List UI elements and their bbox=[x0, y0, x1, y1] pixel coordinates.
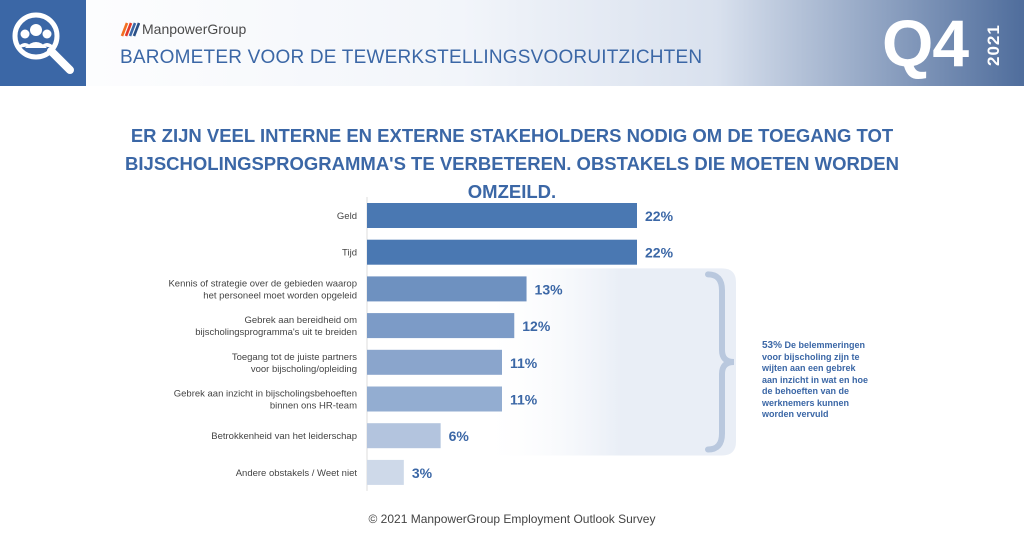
group-brace bbox=[705, 271, 735, 453]
bar-value-label: 3% bbox=[412, 465, 433, 481]
bar bbox=[367, 203, 637, 228]
category-label: Kennis of strategie over de gebieden waa… bbox=[168, 278, 357, 301]
bar bbox=[367, 239, 637, 265]
bar bbox=[367, 423, 441, 449]
group-highlight-band bbox=[480, 268, 736, 456]
bar-value-label: 6% bbox=[449, 428, 470, 444]
category-label: Toegang tot de juiste partners voor bijsc… bbox=[232, 352, 357, 375]
quarter-label: Q4 bbox=[882, 6, 969, 80]
category-label: Betrokkenheid van het leiderschap bbox=[211, 431, 357, 442]
callout-text: 53% De belemmeringen voor bijscholing zi… bbox=[762, 340, 872, 421]
category-label: Andere obstakels / Weet niet bbox=[236, 468, 358, 479]
bar-value-label: 11% bbox=[510, 392, 538, 408]
chart-headline: ER ZIJN VEEL INTERNE EN EXTERNE STAKEHOL… bbox=[125, 125, 899, 202]
category-label: Gebrek aan bereidheid om bijscholingsprog… bbox=[195, 315, 357, 338]
bar-value-label: 11% bbox=[510, 355, 538, 371]
callout-description: De belemmeringen voor bijscholing zijn t… bbox=[762, 340, 869, 419]
header-banner: ManpowerGroup BAROMETER VOOR DE TEWERKST… bbox=[0, 0, 1024, 86]
bar-value-label: 12% bbox=[522, 318, 551, 334]
category-label: Gebrek aan inzicht in bijscholingsbehoef… bbox=[174, 389, 357, 412]
bar bbox=[367, 349, 502, 375]
category-label: Geld bbox=[337, 211, 357, 222]
bar bbox=[367, 313, 515, 339]
logo-text: ManpowerGroup bbox=[142, 21, 247, 37]
footer-copyright: © 2021 ManpowerGroup Employment Outlook … bbox=[368, 512, 656, 526]
logo-mark-icon bbox=[120, 22, 140, 37]
bar bbox=[367, 386, 502, 412]
category-label: Tijd bbox=[342, 248, 357, 259]
people-search-icon bbox=[0, 0, 86, 86]
bar-value-label: 13% bbox=[535, 281, 564, 297]
bar-value-label: 22% bbox=[645, 208, 674, 224]
page-title: BAROMETER VOOR DE TEWERKSTELLINGSVOORUIT… bbox=[120, 47, 703, 68]
callout-percent: 53% bbox=[762, 340, 783, 351]
bar-value-label: 22% bbox=[645, 245, 674, 261]
bar bbox=[367, 459, 404, 485]
bar bbox=[367, 276, 527, 302]
